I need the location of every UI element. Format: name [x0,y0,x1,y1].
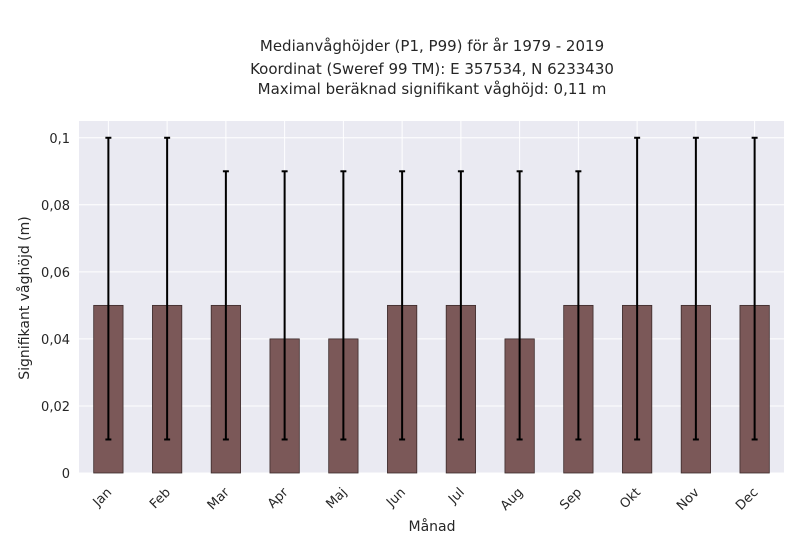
y-tick-labels: 0 0,02 0,04 0,06 0,08 0,1 [41,132,70,482]
x-tick-label: Jan [90,485,115,510]
x-tick-label: Apr [265,485,292,512]
y-tick-label: 0,04 [41,333,70,348]
error-bar-aug [516,170,523,441]
error-bar-jul [457,170,464,441]
chart-title-line-2: Koordinat (Sweref 99 TM): E 357534, N 62… [250,60,614,78]
x-tick-labels: Jan Feb Mar Apr Maj Jun Jul Aug Sep Okt Nov Dec [90,485,762,514]
x-tick-label: Feb [147,485,174,512]
x-tick-label: Sep [557,485,585,513]
x-tick-label: Dec [733,485,761,513]
x-axis-label: Månad [409,518,456,535]
error-bar-maj [340,170,347,441]
error-bar-jan [105,136,112,441]
x-tick-label: Aug [498,485,527,514]
error-bar-nov [692,136,699,441]
y-tick-label: 0 [62,467,70,482]
y-tick-label: 0,08 [41,199,70,214]
error-bar-okt [634,136,641,441]
error-bar-apr [281,170,288,441]
error-bar-jun [399,170,406,441]
error-bar-sep [575,170,582,441]
plot-area [79,121,784,473]
error-bar-feb [164,136,171,441]
x-tick-label: Maj [323,485,350,512]
error-bar-mar [222,170,229,441]
chart-title-line-3: Maximal beräknad signifikant våghöjd: 0,… [258,80,607,98]
x-tick-label: Mar [205,485,233,513]
y-tick-label: 0,1 [49,132,70,147]
x-tick-label: Okt [617,485,644,512]
error-bars [105,136,758,441]
x-tick-label: Jul [445,485,467,507]
chart-title-line-1: Medianvåghöjder (P1, P99) för år 1979 - … [260,37,604,55]
y-tick-label: 0,06 [41,266,70,281]
x-tick-label: Jun [383,485,409,511]
y-tick-label: 0,02 [41,400,70,415]
x-tick-label: Nov [674,485,703,514]
y-axis-label: Signifikant våghöjd (m) [16,216,33,379]
error-bar-dec [751,136,758,441]
